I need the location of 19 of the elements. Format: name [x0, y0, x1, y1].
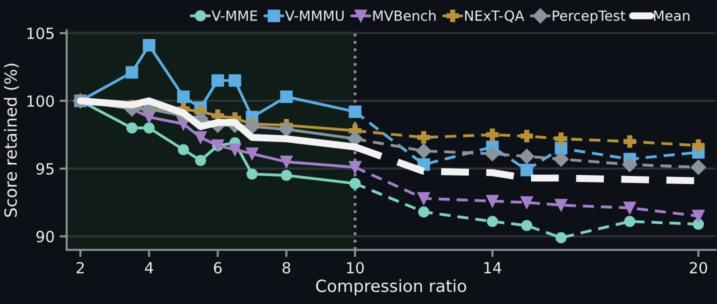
- x-axis-title: Compression ratio: [316, 279, 466, 296]
- x-tick-label: 20: [690, 262, 708, 274]
- legend-label: Mean: [654, 10, 690, 21]
- x-tick-label: 14: [484, 262, 502, 274]
- y-tick-label: 100: [27, 95, 54, 107]
- legend-label: MVBench: [373, 10, 436, 21]
- x-tick-label: 10: [347, 262, 364, 274]
- legend-label: PercepTest: [552, 10, 626, 24]
- x-tick-label: 8: [282, 262, 290, 274]
- x-tick-label: 2: [76, 262, 84, 274]
- y-tick-label: 95: [36, 163, 54, 175]
- x-tick-label: 4: [144, 262, 154, 274]
- legend-label: V-MMMU: [285, 10, 344, 21]
- y-tick-label: 90: [36, 230, 54, 242]
- y-axis-title: Score retained (%): [4, 64, 19, 217]
- x-tick-label: 6: [214, 262, 222, 274]
- legend-label: V-MME: [212, 10, 258, 21]
- y-tick-label: 105: [27, 28, 54, 40]
- legend-label: NExT-QA: [465, 10, 524, 22]
